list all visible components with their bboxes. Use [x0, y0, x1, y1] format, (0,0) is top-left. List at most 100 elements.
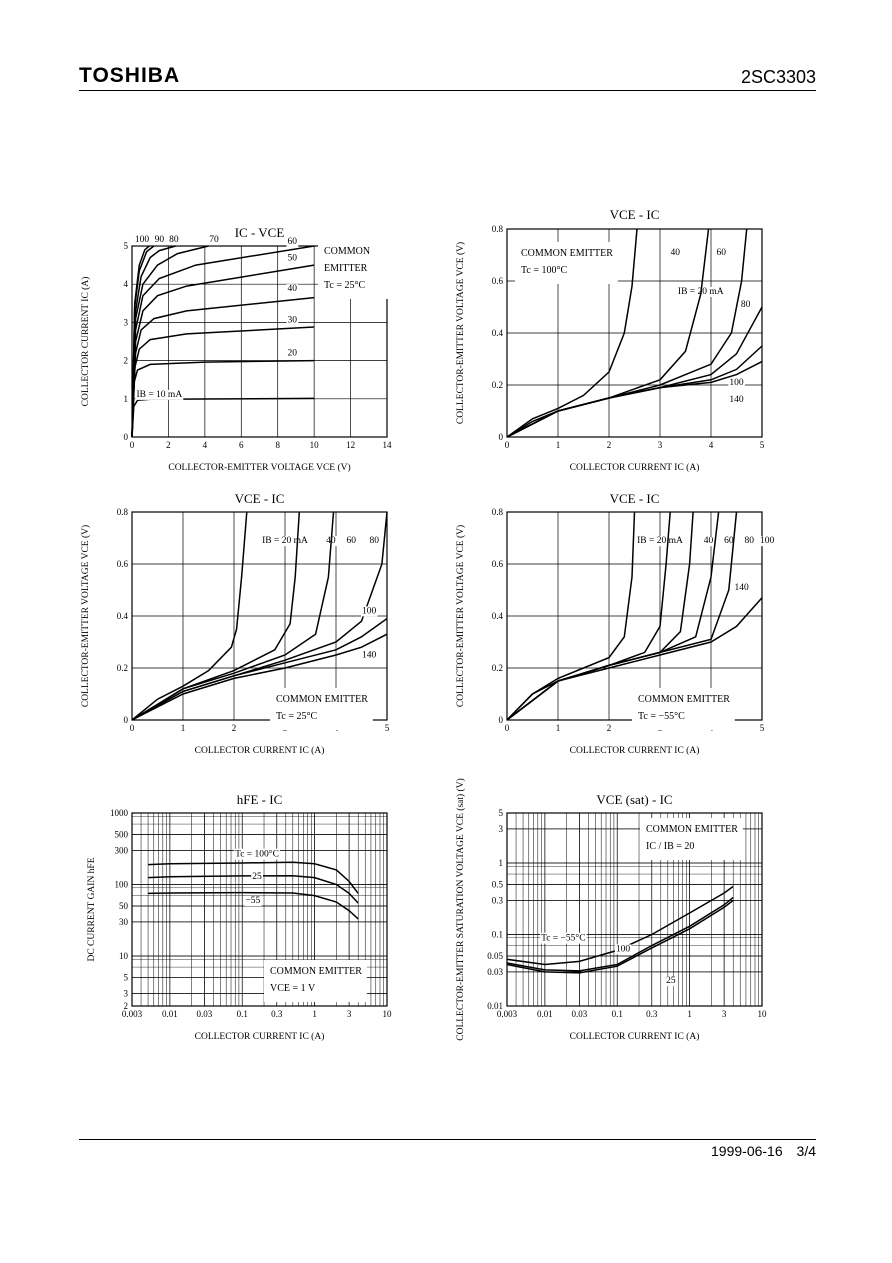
series-label: Tc = 100°C [235, 849, 279, 860]
plot-frame [506, 812, 763, 1007]
series-label: 140 [729, 395, 744, 405]
series-label-bg [540, 932, 587, 944]
y-tick-label: 0.6 [117, 559, 129, 569]
y-tick-label: 5 [124, 241, 129, 251]
y-tick-label: 500 [115, 830, 129, 840]
series-label: 50 [288, 254, 298, 264]
y-tick-label: 2 [124, 1001, 129, 1011]
legend-box [270, 688, 373, 730]
y-tick-label: 0.4 [492, 328, 504, 338]
series-line [506, 896, 734, 972]
series-label-bg [636, 536, 685, 547]
x-tick-label: 2 [232, 723, 237, 733]
x-tick-label: 5 [760, 723, 765, 733]
y-tick-label: 0.05 [487, 951, 503, 961]
y-tick-label: 30 [119, 917, 129, 927]
y-tick-label: 3 [124, 988, 129, 998]
y-tick-label: 4 [124, 279, 129, 289]
y-tick-label: 0.4 [117, 611, 129, 621]
chart-title: IC - VCE [235, 225, 285, 240]
y-tick-label: 5 [124, 973, 129, 983]
series-label: 100 [760, 536, 775, 546]
y-tick-label: 0.2 [492, 663, 503, 673]
series-line [506, 597, 763, 721]
x-tick-label: 0.1 [612, 1009, 623, 1019]
series-label: 80 [169, 235, 179, 245]
series-label: 60 [288, 237, 298, 247]
y-tick-label: 0.8 [492, 507, 504, 517]
series-label-bg [261, 536, 310, 547]
brand-logo: TOSHIBA [79, 64, 181, 87]
series-label: 40 [704, 536, 714, 546]
legend-box [515, 242, 618, 284]
series-label: 90 [155, 235, 165, 245]
series-label: 100 [616, 944, 631, 954]
series-line [131, 511, 248, 721]
x-tick-label: 0.01 [162, 1009, 178, 1019]
chart-title: VCE - IC [235, 491, 285, 506]
y-axis-label: COLLECTOR-EMITTER VOLTAGE VCE (V) [455, 242, 466, 424]
series-label: 60 [716, 248, 726, 258]
x-tick-label: 0.003 [122, 1009, 143, 1019]
x-tick-label: 12 [346, 440, 355, 450]
y-tick-label: 300 [115, 845, 129, 855]
series-line [506, 511, 671, 721]
y-tick-label: 0 [124, 715, 129, 725]
x-tick-label: 8 [275, 440, 280, 450]
y-axis-label: COLLECTOR CURRENT IC (A) [80, 277, 91, 407]
series-label: 30 [288, 315, 298, 325]
legend-text: COMMON EMITTER [276, 694, 368, 705]
series-line [506, 360, 763, 438]
y-axis-label: COLLECTOR-EMITTER VOLTAGE VCE (V) [455, 525, 466, 707]
x-tick-label: 0.3 [646, 1009, 658, 1019]
x-tick-label: 2 [607, 723, 612, 733]
series-label: IB = 20 mA [262, 536, 308, 546]
y-tick-label: 0.8 [117, 507, 129, 517]
x-tick-label: 0.03 [572, 1009, 588, 1019]
plot-frame [131, 812, 388, 1007]
y-tick-label: 0 [499, 432, 504, 442]
series-label: 140 [734, 583, 749, 593]
x-tick-label: 2 [166, 440, 171, 450]
legend-text: Tc = 25°C [324, 280, 365, 291]
x-tick-label: 3 [347, 1009, 352, 1019]
x-tick-label: 1 [312, 1009, 317, 1019]
x-tick-label: 10 [310, 440, 320, 450]
series-label: 100 [729, 378, 744, 388]
footer: 1999-06-16 3/4 [701, 1143, 816, 1159]
series-label: 140 [362, 651, 377, 661]
x-tick-label: 2 [607, 440, 612, 450]
series-line [148, 861, 359, 894]
y-tick-label: 2 [124, 356, 129, 366]
series-line [131, 245, 176, 438]
series-label: 80 [370, 536, 380, 546]
y-tick-label: 0.6 [492, 276, 504, 286]
series-label-bg [728, 378, 745, 388]
x-tick-label: 3 [658, 440, 663, 450]
series-label-bg [286, 348, 299, 359]
x-tick-label: 0.01 [537, 1009, 553, 1019]
series-label-bg [234, 848, 280, 860]
legend-text: COMMON EMITTER [270, 966, 362, 977]
series-label-bg [244, 896, 262, 907]
series-line [506, 885, 734, 966]
x-tick-label: 0.1 [237, 1009, 248, 1019]
legend-text: Tc = 100°C [521, 265, 567, 276]
x-tick-label: 5 [385, 723, 390, 733]
y-tick-label: 0.03 [487, 967, 503, 977]
footer-page: 3/4 [796, 1143, 816, 1159]
series-label: 80 [745, 536, 755, 546]
chart-vce_ic_100: 0 1 2 3 4 5 0 0.2 0.4 0.6 0.8 COMMON EMITTER Tc = 10… [455, 207, 765, 473]
legend-text: IC / IB = 20 [646, 841, 694, 852]
series-line [131, 617, 388, 721]
series-label-bg [728, 394, 745, 405]
chart-vcesat_ic: 0.003 0.01 0.03 0.1 0.3 1 3 100.010.030.050.10.… [455, 778, 767, 1042]
series-label: 100 [362, 606, 377, 616]
series-label-bg [345, 536, 358, 547]
series-label: 80 [741, 300, 751, 310]
x-tick-label: 10 [758, 1009, 768, 1019]
series-label: 25 [252, 872, 262, 882]
